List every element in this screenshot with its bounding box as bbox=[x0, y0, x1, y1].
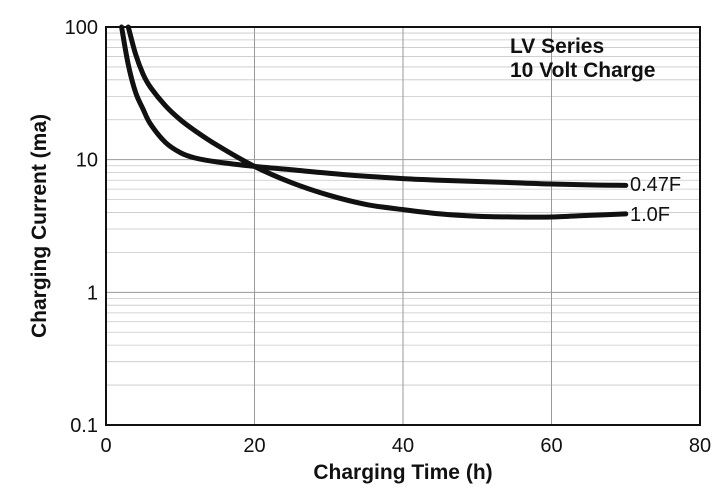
x-tick-label: 0 bbox=[100, 435, 111, 457]
series-label-1.0F: 1.0F bbox=[630, 204, 670, 226]
series-line-1.0F bbox=[125, 24, 629, 220]
series-label-0.47F: 0.47F bbox=[630, 174, 681, 196]
y-tick-label: 1 bbox=[87, 282, 98, 304]
tick-labels: 0 20 40 60 80 0.1 1 10 100 bbox=[65, 17, 712, 457]
title-line-2: 10 Volt Charge bbox=[510, 59, 655, 82]
plot-frame bbox=[105, 26, 701, 426]
x-tick-label: 80 bbox=[689, 435, 711, 457]
x-axis-title: Charging Time (h) bbox=[313, 461, 492, 484]
x-tick-label: 60 bbox=[540, 435, 562, 457]
x-tick-label: 20 bbox=[243, 435, 265, 457]
y-tick-label: 0.1 bbox=[70, 415, 98, 437]
series-line-0.47F bbox=[119, 24, 629, 188]
x-tick-label: 40 bbox=[392, 435, 414, 457]
series-curves bbox=[119, 24, 629, 220]
grid bbox=[105, 26, 701, 426]
y-axis-title: Charging Current (ma) bbox=[28, 114, 51, 338]
y-tick-label: 100 bbox=[65, 17, 98, 39]
y-tick-label: 10 bbox=[76, 150, 98, 172]
title-line-1: LV Series bbox=[510, 35, 604, 58]
